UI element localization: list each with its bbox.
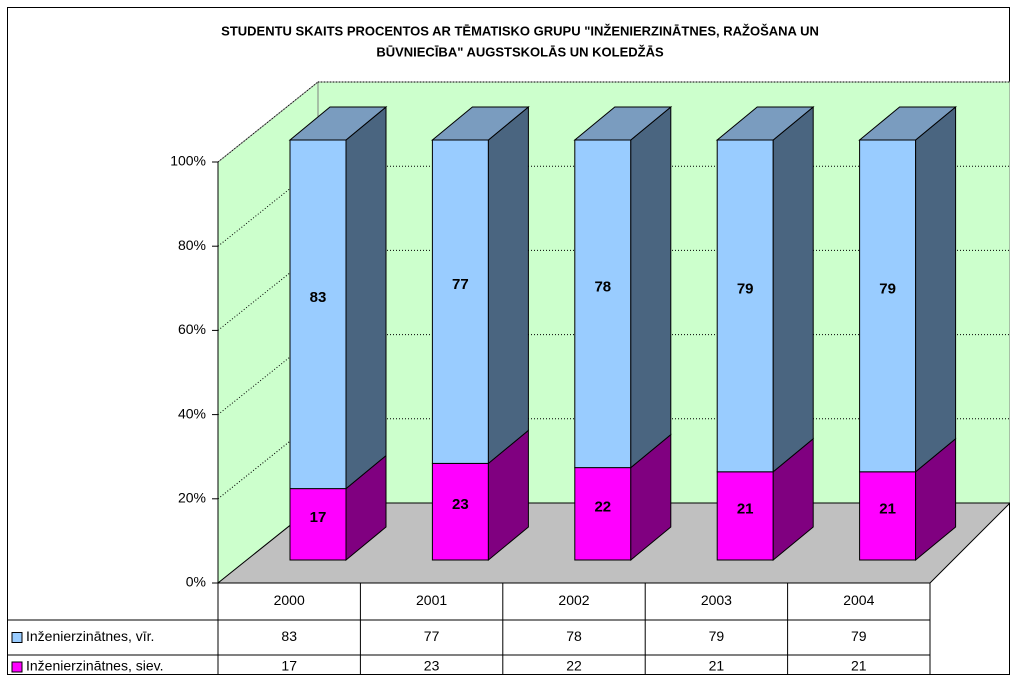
grid-line [217,418,319,500]
bar-side [630,105,672,469]
chart-title: BŪVNIECĪBA" AUGSTSKOLĀS UN KOLEDŽĀS [376,44,664,59]
bar-side [772,105,814,473]
table-cell: 83 [281,628,297,644]
y-tick-label: 0% [186,574,206,590]
data-label: 79 [737,280,754,297]
x-tick-label: 2000 [274,592,305,608]
bar-side [915,105,957,473]
y-tick-label: 60% [178,321,206,337]
table-cell: 17 [281,658,297,674]
table-cell: 21 [709,658,725,674]
bar-top [858,106,957,141]
chart-title: STUDENTU SKAITS PROCENTOS AR TĒMATISKO G… [221,23,819,38]
bar-segment [574,467,632,561]
bar-segment [716,471,774,561]
grid-line [217,250,319,331]
data-label: 22 [594,498,611,515]
bar-top [431,106,530,141]
y-tick-label: 80% [178,237,206,253]
x-tick-label: 2002 [558,592,589,608]
bar-segment [289,139,347,490]
y-tick-label: 40% [178,405,206,421]
table-cell: 78 [566,628,582,644]
bar-side [345,105,387,490]
x-tick-label: 2001 [416,592,447,608]
x-tick-label: 2004 [843,592,874,608]
grid-line [217,165,319,247]
table-cell: 22 [566,658,582,674]
legend-label: Inženierzinātnes, vīr. [26,628,154,644]
bar-top [715,106,815,141]
table-cell: 79 [851,628,867,644]
data-label: 21 [737,500,754,517]
data-label: 17 [310,509,327,526]
table-cell: 77 [424,628,440,644]
bar-segment [289,488,347,561]
legend-label: Inženierzinātnes, siev. [26,658,163,674]
table-cell: 79 [709,628,725,644]
legend-key [11,661,23,673]
bar-segment [859,471,917,561]
bar-top [573,106,673,141]
legend-key [11,632,23,643]
x-tick-label: 2003 [701,592,732,608]
bar-segment [859,139,917,473]
data-label: 83 [310,289,327,306]
data-label: 77 [452,276,469,293]
grid-line [217,334,319,415]
bar-top [288,106,388,141]
y-tick-label: 20% [178,490,206,506]
data-label: 21 [879,500,896,517]
data-label: 23 [452,496,469,513]
y-tick-label: 100% [170,153,206,169]
bar-segment [574,139,632,469]
data-label: 79 [879,280,896,297]
table-cell: 23 [424,658,440,674]
grid-line [217,81,319,163]
table-cell: 21 [851,658,867,674]
data-label: 78 [594,278,611,295]
bar-side [487,105,529,465]
bar-segment [716,139,774,473]
bar-segment [431,139,489,464]
